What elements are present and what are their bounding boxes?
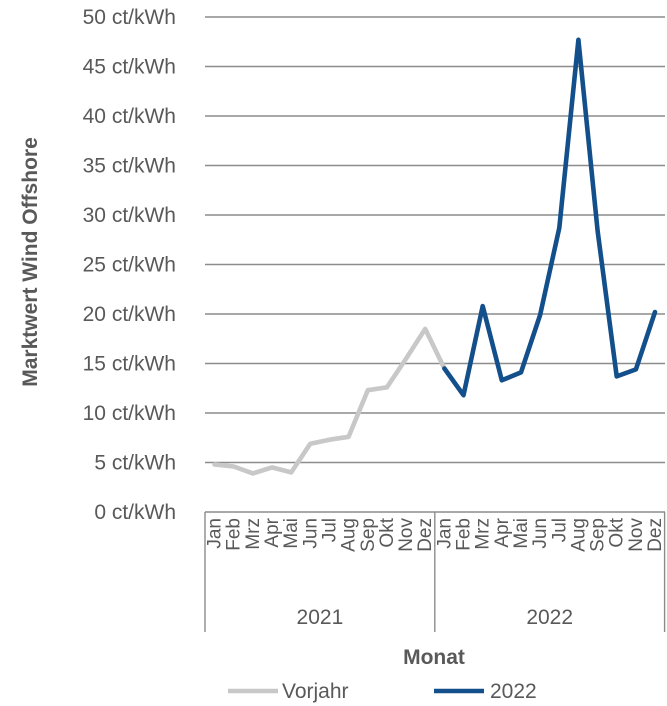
y-tick-labels: 0 ct/kWh 5 ct/kWh 10 ct/kWh 15 ct/kWh 20 ct/… <box>83 6 176 524</box>
x-tick-label: Jan <box>434 518 455 549</box>
x-tick-label: Dez <box>645 518 666 552</box>
legend-label: Vorjahr <box>282 680 349 703</box>
y-tick-label: 30 ct/kWh <box>83 204 176 227</box>
year-label: 2022 <box>526 606 573 629</box>
x-tick-label: Okt <box>377 517 398 547</box>
series-line-2022 <box>442 37 658 398</box>
x-tick-label: Aug <box>568 518 589 552</box>
legend: Vorjahr 2022 <box>228 680 537 703</box>
x-tick-label: Aug <box>339 518 360 552</box>
x-tick-label: Apr <box>262 517 283 547</box>
x-tick-label: Feb <box>224 518 245 551</box>
y-tick-label: 0 ct/kWh <box>94 501 176 524</box>
x-tick-label: Sep <box>588 518 609 552</box>
x-tick-label: Mai <box>281 518 302 549</box>
x-tick-label: Jun <box>530 518 551 549</box>
y-tick-label: 25 ct/kWh <box>83 254 176 277</box>
x-tick-label: Mrz <box>243 518 264 550</box>
x-tick-label: Mai <box>511 518 532 549</box>
x-tick-label: Okt <box>607 517 628 547</box>
x-axis-title: Monat <box>403 646 465 669</box>
x-tick-label: Nov <box>396 518 417 552</box>
y-tick-label: 35 ct/kWh <box>83 155 176 178</box>
series-lines <box>212 37 658 476</box>
y-tick-label: 15 ct/kWh <box>83 353 176 376</box>
y-tick-label: 40 ct/kWh <box>83 105 176 128</box>
x-axis: JanFebMrzAprMaiJunJulAugSepOktNovDez2021… <box>204 512 666 632</box>
y-axis-title: Marktwert Wind Offshore <box>19 137 42 387</box>
y-tick-label: 20 ct/kWh <box>83 303 176 326</box>
series-line-vorjahr <box>212 326 447 476</box>
legend-label: 2022 <box>490 680 537 703</box>
y-tick-label: 45 ct/kWh <box>83 56 176 79</box>
y-tick-label: 5 ct/kWh <box>94 452 176 475</box>
x-tick-label: Feb <box>454 518 475 551</box>
x-tick-label: Apr <box>492 517 513 547</box>
x-tick-label: Dez <box>415 518 436 552</box>
x-tick-label: Jun <box>300 518 321 549</box>
x-tick-label: Jan <box>205 518 226 549</box>
y-tick-label: 50 ct/kWh <box>83 6 176 29</box>
x-tick-label: Sep <box>358 518 379 552</box>
year-label: 2021 <box>297 606 344 629</box>
x-tick-label: Jul <box>319 518 340 542</box>
x-tick-label: Mrz <box>473 518 494 550</box>
x-tick-label: Nov <box>626 518 647 552</box>
y-tick-label: 10 ct/kWh <box>83 402 176 425</box>
x-tick-label: Jul <box>549 518 570 542</box>
grid-lines <box>205 16 665 513</box>
